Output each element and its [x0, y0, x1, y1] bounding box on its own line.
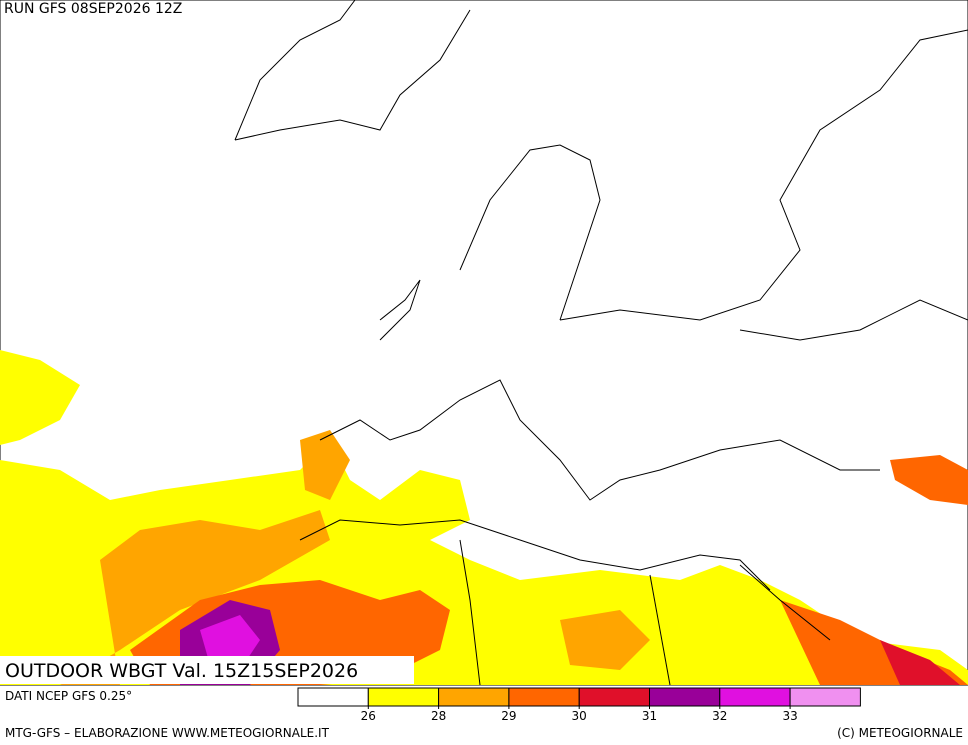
color-box — [578, 687, 651, 707]
source-label: DATI NCEP GFS 0.25° — [5, 689, 132, 703]
map-title: OUTDOOR WBGT Val. 15Z15SEP2026 — [5, 660, 358, 682]
tick-label: 32 — [712, 709, 727, 723]
tick-label: 26 — [361, 709, 376, 723]
map: RUN GFS 08SEP2026 12Z OUTDOOR WBGT Val. … — [0, 0, 968, 686]
tick-label: 28 — [431, 709, 446, 723]
tick-label: 30 — [572, 709, 587, 723]
tick-label: 33 — [782, 709, 797, 723]
color-box — [297, 687, 369, 707]
color-box — [367, 687, 440, 707]
footer-left: MTG-GFS – ELABORAZIONE WWW.METEOGIORNALE… — [5, 726, 330, 740]
color-box — [649, 687, 721, 707]
tick-label: 29 — [501, 709, 516, 723]
color-box — [789, 687, 861, 707]
tick-label: 31 — [642, 709, 657, 723]
footer-right: (C) METEOGIORNALE — [837, 726, 963, 740]
colorbar: 26 28 29 30 31 32 33 — [297, 687, 861, 723]
color-box — [508, 687, 580, 707]
color-box — [719, 687, 791, 707]
run-label: RUN GFS 08SEP2026 12Z — [4, 1, 182, 17]
color-box — [438, 687, 510, 707]
